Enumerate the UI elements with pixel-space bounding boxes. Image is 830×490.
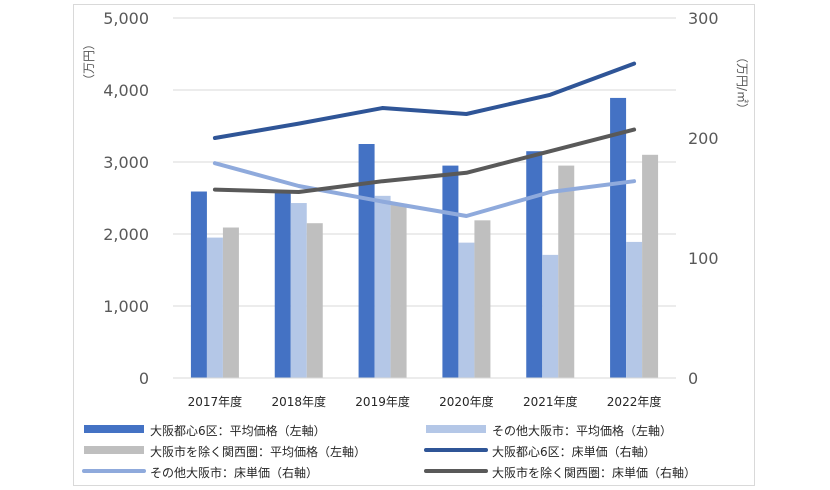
axes-group: 0 1,000 2,000 3,000 4,000 5,000 0 100 200 300 （万円）… bbox=[82, 9, 749, 409]
bar bbox=[190, 191, 207, 378]
bar bbox=[642, 154, 659, 378]
series-line bbox=[212, 161, 637, 218]
right-axis-tick-label: 300 bbox=[688, 9, 719, 28]
series-line bbox=[212, 127, 637, 194]
legend-label: 大阪都心6区：平均価格（左軸） bbox=[150, 423, 326, 438]
series-line bbox=[212, 61, 637, 140]
left-axis-tick-label: 2,000 bbox=[103, 225, 149, 244]
bar bbox=[306, 223, 323, 378]
legend-swatch bbox=[426, 425, 486, 433]
x-axis-category-label: 2017年度 bbox=[188, 394, 243, 409]
legend-label: 大阪都心6区：床単価（右軸） bbox=[492, 444, 656, 459]
x-axis-category-label: 2021年度 bbox=[523, 394, 578, 409]
bar bbox=[358, 144, 375, 378]
bar bbox=[274, 190, 291, 378]
bar bbox=[374, 195, 391, 378]
x-axis-category-label: 2020年度 bbox=[439, 394, 494, 409]
legend-label: 大阪市を除く関西圏：平均価格（左軸） bbox=[150, 444, 366, 459]
left-axis-tick-label: 5,000 bbox=[103, 9, 149, 28]
gridlines bbox=[173, 17, 676, 379]
legend-label: その他大阪市：床単価（右軸） bbox=[150, 465, 318, 480]
legend-label: 大阪市を除く関西圏：床単価（右軸） bbox=[492, 465, 696, 480]
line-series-group bbox=[212, 61, 637, 218]
bar-series-group bbox=[190, 97, 659, 379]
right-axis-tick-label: 100 bbox=[688, 249, 719, 268]
left-axis-unit-label: （万円） bbox=[82, 38, 96, 86]
bar bbox=[222, 227, 239, 378]
x-axis-category-label: 2018年度 bbox=[271, 394, 326, 409]
legend-label: その他大阪市：平均価格（左軸） bbox=[492, 423, 672, 438]
bar bbox=[474, 220, 491, 378]
legend: 大阪都心6区：平均価格（左軸） その他大阪市：平均価格（左軸） 大阪市を除く関西圏：… bbox=[82, 423, 696, 480]
bar bbox=[442, 165, 459, 378]
chart-frame: 0 1,000 2,000 3,000 4,000 5,000 0 100 200 300 （万円）… bbox=[73, 4, 755, 486]
right-axis-unit-label: （万円/㎡） bbox=[735, 51, 749, 115]
bar bbox=[526, 151, 543, 378]
right-axis-tick-label: 200 bbox=[688, 129, 719, 148]
x-axis-category-label: 2022年度 bbox=[607, 394, 662, 409]
right-axis-tick-label: 0 bbox=[688, 369, 698, 388]
chart-svg: 0 1,000 2,000 3,000 4,000 5,000 0 100 200 300 （万円）… bbox=[82, 9, 749, 480]
bar bbox=[458, 242, 475, 378]
legend-swatch bbox=[84, 446, 144, 454]
left-axis-tick-label: 4,000 bbox=[103, 81, 149, 100]
bar bbox=[558, 165, 575, 378]
left-axis-tick-label: 1,000 bbox=[103, 297, 149, 316]
bar bbox=[542, 254, 559, 378]
bar bbox=[390, 203, 407, 378]
legend-swatch bbox=[84, 425, 144, 433]
bar bbox=[206, 237, 223, 378]
left-axis-tick-label: 3,000 bbox=[103, 153, 149, 172]
bar bbox=[290, 203, 307, 378]
bar bbox=[610, 97, 627, 379]
bar bbox=[626, 241, 643, 378]
x-axis-category-label: 2019年度 bbox=[355, 394, 410, 409]
left-axis-tick-label: 0 bbox=[139, 369, 149, 388]
